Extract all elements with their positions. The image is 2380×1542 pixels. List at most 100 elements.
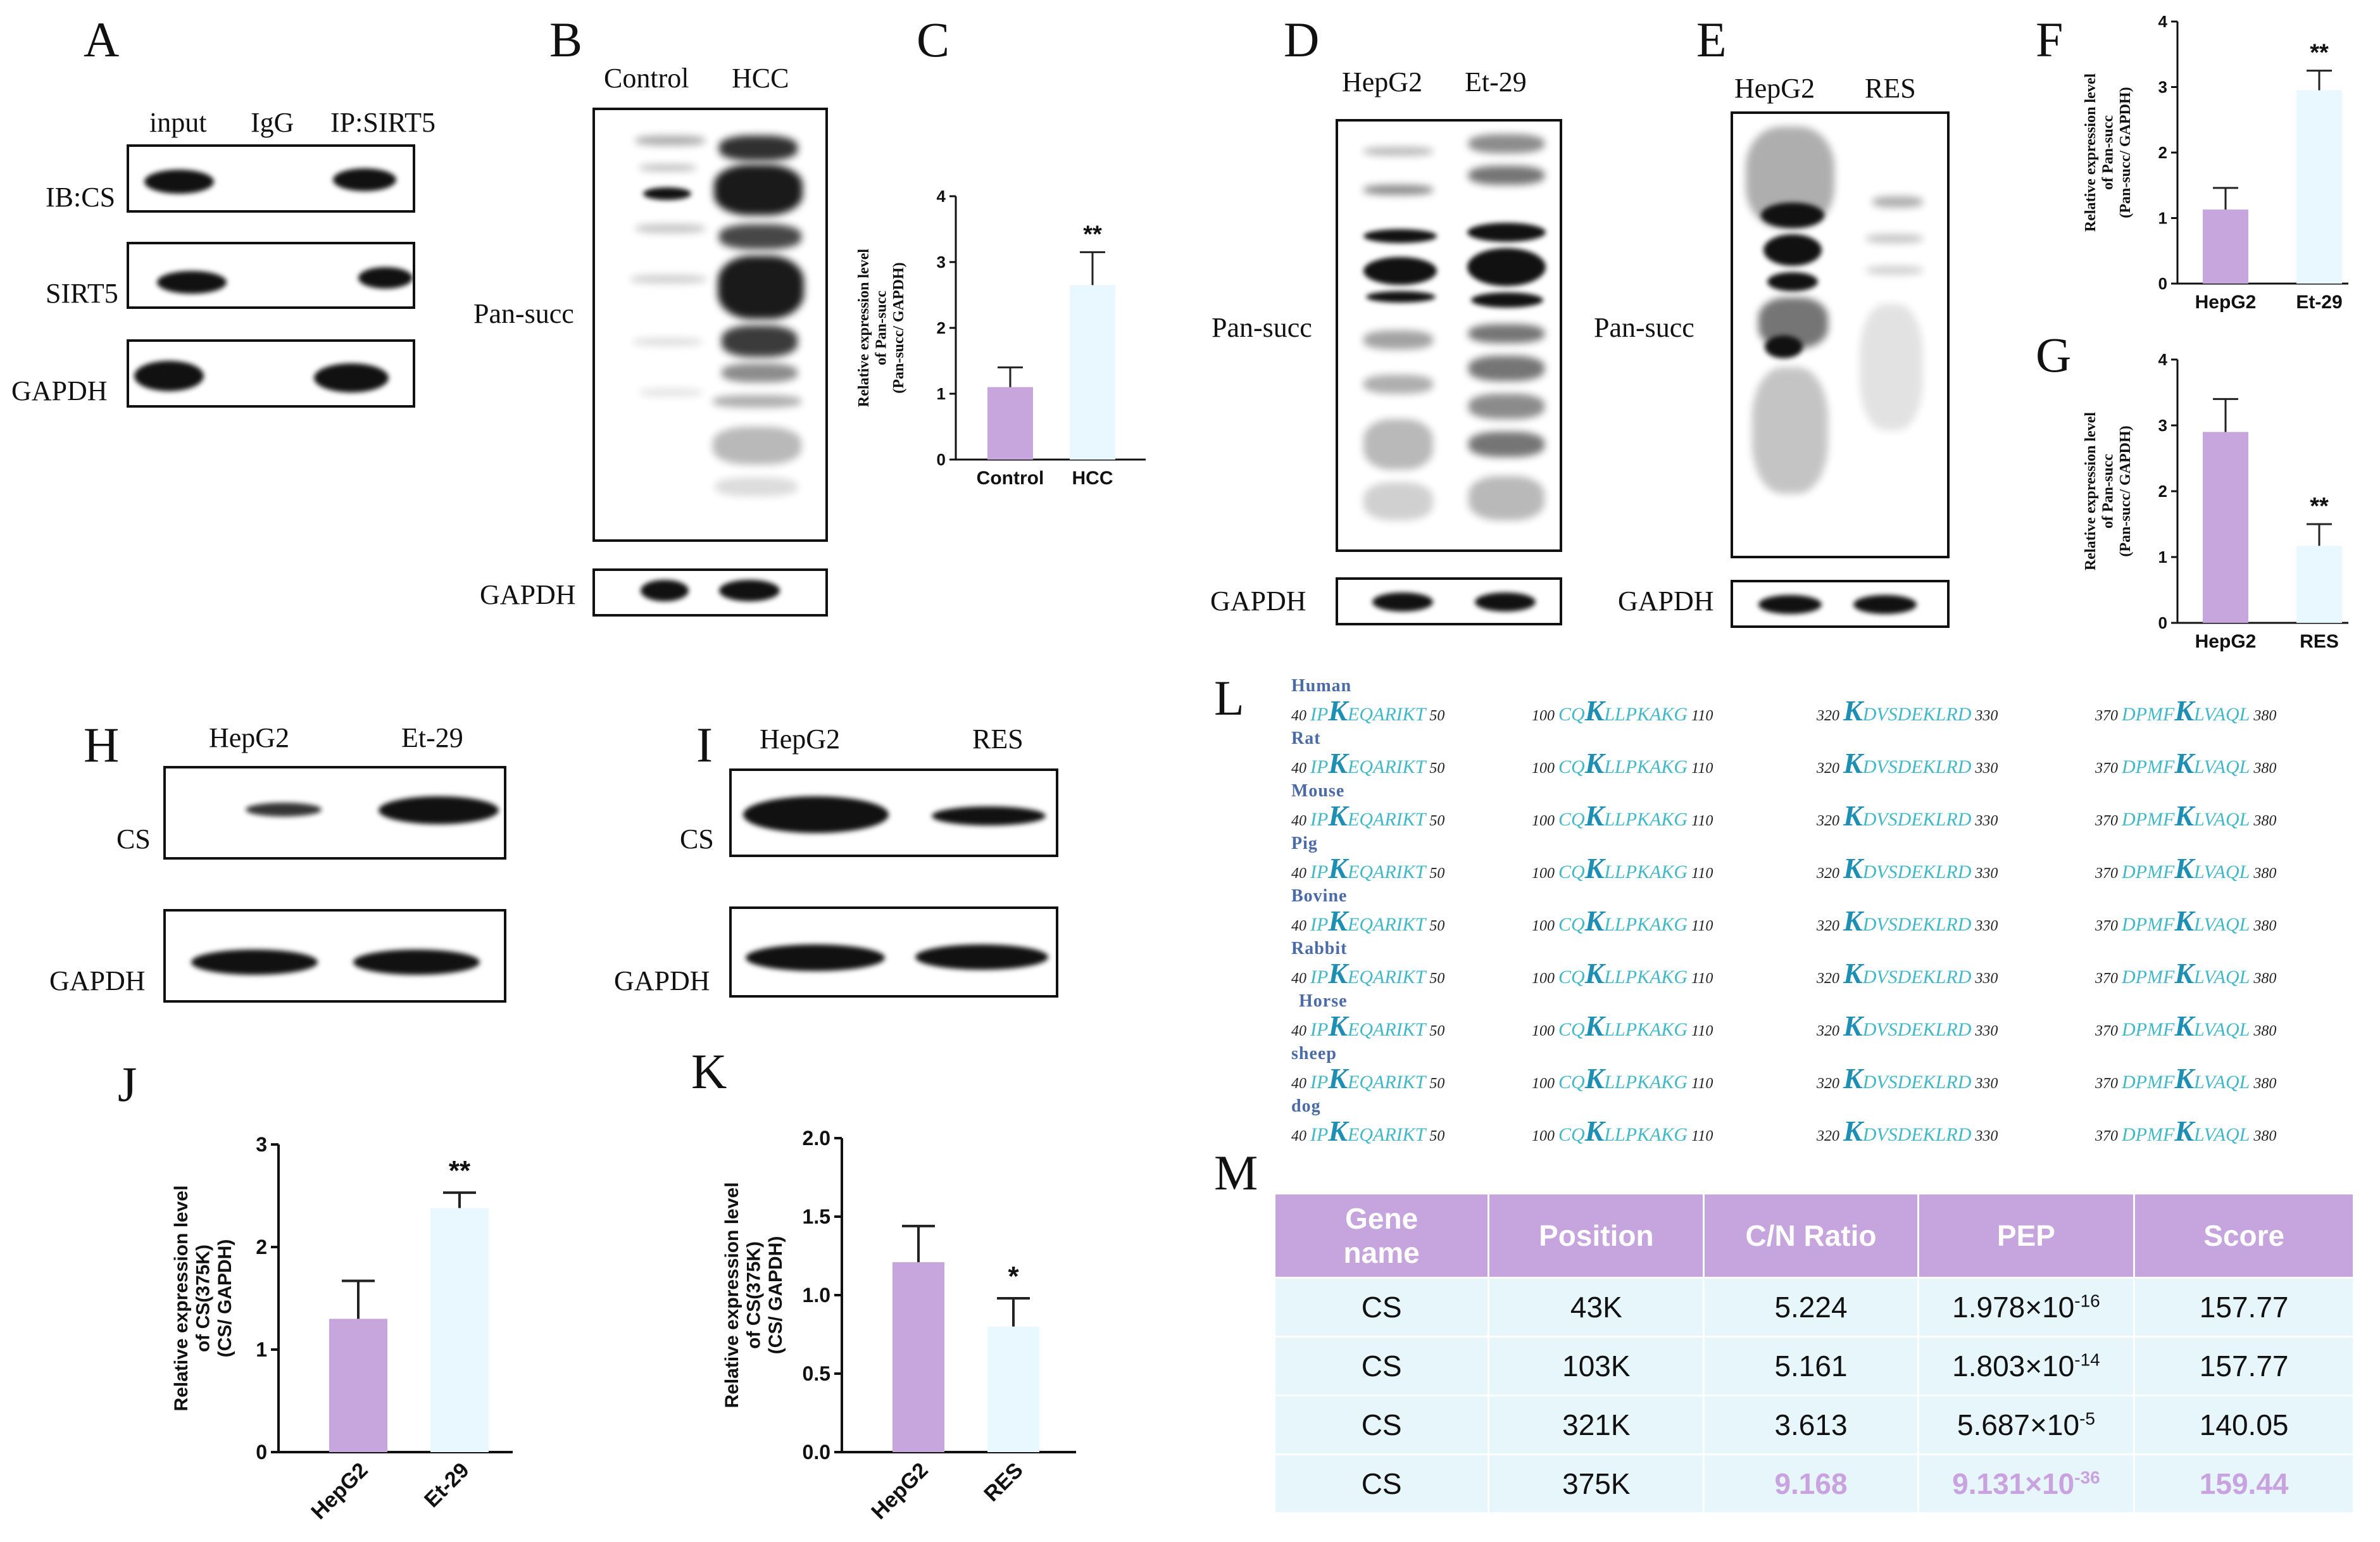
y-tick-label: 0.0: [803, 1441, 830, 1464]
blot-e-pan-succ: [1731, 111, 1950, 558]
blot-label-gapdh-i: GAPDH: [614, 965, 710, 996]
lysine-site: K: [1843, 852, 1863, 884]
sequence-text: DVSDEKLRD: [1862, 967, 1972, 987]
y-tick-label: 1: [2158, 548, 2167, 567]
residue-number: 40: [1291, 1128, 1310, 1144]
table-cell: 9.168: [1703, 1453, 1919, 1514]
sequence-segment: 370 DPMFKLVAQL 380: [2095, 1114, 2276, 1148]
sequence-segment: 370 DPMFKLVAQL 380: [2095, 1062, 2276, 1095]
species-label-bovine: Bovine: [1291, 886, 1348, 906]
pep-exponent: -14: [2074, 1350, 2100, 1370]
residue-number: 370: [2095, 1128, 2122, 1144]
significance-mark: **: [2310, 40, 2329, 66]
sequence-segment: 320 KDVSDEKLRD 330: [1817, 956, 1998, 990]
blot-e-gapdh: [1731, 580, 1950, 628]
residue-number: 380: [2250, 918, 2277, 934]
residue-number: 330: [1971, 918, 1998, 934]
sequence-text: CQ: [1558, 1072, 1585, 1093]
species-label-horse: Horse: [1299, 991, 1348, 1011]
residue-number: 100: [1532, 865, 1558, 882]
lysine-site: K: [1328, 1062, 1348, 1094]
panel-label-d: D: [1284, 12, 1320, 67]
sequence-text: LLPKAKG: [1604, 914, 1688, 935]
sequence-text: DPMF: [2122, 809, 2175, 830]
sequence-text: LLPKAKG: [1604, 1124, 1688, 1145]
sequence-segment: 40 IPKEQARIKT 50: [1291, 1114, 1444, 1148]
residue-number: 40: [1291, 918, 1310, 934]
residue-number: 370: [2095, 813, 2122, 829]
sequence-segment: 100 CQKLLPKAKG 110: [1532, 956, 1713, 990]
sequence-segment: 370 DPMFKLVAQL 380: [2095, 746, 2276, 780]
lysine-site: K: [1843, 747, 1863, 779]
blot-i-cs: [729, 768, 1058, 857]
residue-number: 50: [1425, 1128, 1445, 1144]
residue-number: 320: [1817, 708, 1843, 724]
sequence-text: LVAQL: [2194, 1072, 2250, 1093]
significance-mark: *: [1008, 1261, 1019, 1292]
significance-mark: **: [449, 1155, 471, 1186]
row-label-ib-cs: IB:CS: [46, 182, 116, 213]
residue-number: 50: [1425, 970, 1445, 987]
x-tick-label: HepG2: [2195, 631, 2257, 652]
sequence-segment: 320 KDVSDEKLRD 330: [1817, 904, 1998, 937]
species-label-rat: Rat: [1291, 729, 1321, 748]
lysine-site: K: [1328, 1115, 1348, 1147]
blot-label-gapdh-h: GAPDH: [49, 965, 146, 996]
x-tick-label: RES: [979, 1458, 1027, 1506]
sequence-text: CQ: [1558, 704, 1585, 725]
residue-number: 330: [1971, 865, 1998, 882]
pep-exponent: -16: [2074, 1291, 2100, 1311]
sequence-text: DPMF: [2122, 914, 2175, 935]
residue-number: 370: [2095, 1023, 2122, 1039]
residue-number: 100: [1532, 1128, 1558, 1144]
x-tick-label: Et-29: [2296, 292, 2342, 313]
table-header: Score: [2133, 1193, 2355, 1279]
sequence-segment: 100 CQKLLPKAKG 110: [1532, 904, 1713, 937]
sequence-text: IP: [1310, 809, 1329, 830]
y-tick-label: 0: [256, 1441, 267, 1464]
sequence-text: IP: [1310, 914, 1329, 935]
table-cell: 1.978×10-16: [1917, 1277, 2136, 1338]
sequence-text: LVAQL: [2194, 704, 2250, 725]
panel-label-l: L: [1214, 670, 1244, 725]
sequence-text: IP: [1310, 1124, 1329, 1145]
y-tick-label: 3: [256, 1133, 267, 1156]
table-cell: 1.803×10-14: [1917, 1336, 2136, 1396]
y-tick-label: 1: [256, 1338, 267, 1361]
residue-number: 100: [1532, 1075, 1558, 1092]
sequence-text: DVSDEKLRD: [1862, 704, 1972, 725]
y-axis-label: (CS/ GAPDH): [215, 1239, 235, 1358]
sequence-text: CQ: [1558, 1019, 1585, 1040]
sequence-text: CQ: [1558, 862, 1585, 882]
sequence-segment: 40 IPKEQARIKT 50: [1291, 851, 1444, 885]
sequence-text: EQARIKT: [1348, 967, 1426, 987]
lysine-site: K: [2174, 1010, 2194, 1042]
residue-number: 40: [1291, 1023, 1310, 1039]
sequence-text: EQARIKT: [1348, 1124, 1426, 1145]
x-tick-label: HepG2: [867, 1458, 932, 1524]
y-tick-label: 3: [937, 253, 946, 272]
lane-label-et29-d: Et-29: [1465, 66, 1527, 97]
residue-number: 110: [1688, 918, 1713, 934]
sequence-text: EQARIKT: [1348, 1072, 1426, 1093]
residue-number: 380: [2250, 1128, 2277, 1144]
panel-label-a: A: [84, 12, 120, 67]
sequence-text: DVSDEKLRD: [1862, 1124, 1972, 1145]
x-tick-label: HepG2: [2195, 292, 2257, 313]
sequence-segment: 320 KDVSDEKLRD 330: [1817, 694, 1998, 727]
bar-et-29: [430, 1208, 489, 1452]
sequence-segment: 320 KDVSDEKLRD 330: [1817, 1009, 1998, 1043]
table-header: Gene name: [1273, 1193, 1490, 1279]
sequence-segment: 320 KDVSDEKLRD 330: [1817, 1114, 1998, 1148]
y-tick-label: 2: [2158, 143, 2167, 162]
sequence-segment: 370 DPMFKLVAQL 380: [2095, 956, 2276, 990]
table-header: C/N Ratio: [1703, 1193, 1919, 1279]
residue-number: 110: [1688, 760, 1713, 777]
panel-label-f: F: [2036, 12, 2064, 67]
bar-hcc: [1070, 285, 1115, 460]
sequence-segment: 40 IPKEQARIKT 50: [1291, 904, 1444, 937]
x-tick-label: Et-29: [420, 1458, 474, 1512]
y-tick-label: 1: [937, 384, 946, 403]
y-tick-label: 3: [2158, 78, 2167, 97]
x-tick-label: HepG2: [306, 1458, 372, 1524]
